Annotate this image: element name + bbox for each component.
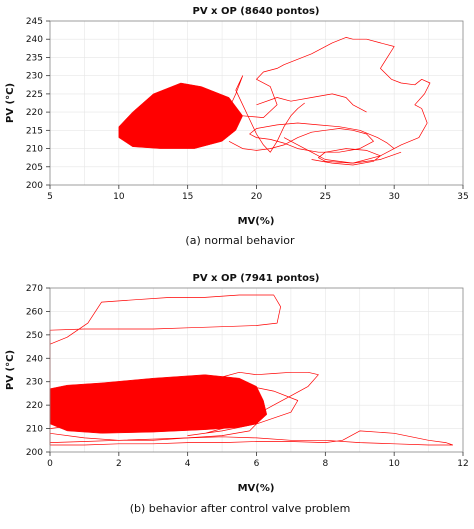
chart-a-ylabel: PV (°C) <box>5 83 16 123</box>
y-tick-label: 210 <box>26 425 43 435</box>
chart-a-ticks: 5 10 15 20 25 30 35 200 205 210 215 220 225 230 235 240… <box>26 17 469 202</box>
x-tick-label: 12 <box>457 459 468 469</box>
trajectory-trace <box>311 148 402 166</box>
y-tick-label: 220 <box>26 401 43 411</box>
y-tick-label: 225 <box>26 90 43 100</box>
x-tick-label: 30 <box>388 192 400 202</box>
trajectory-trace <box>228 122 395 153</box>
x-tick-label: 8 <box>322 459 328 469</box>
chart-b-ticks: 0 2 4 6 8 10 12 200 210 220 230 240 250 260 270 <box>26 284 469 469</box>
y-tick-label: 210 <box>26 145 43 155</box>
x-tick-label: 25 <box>320 192 331 202</box>
y-tick-label: 205 <box>26 163 43 173</box>
y-tick-label: 230 <box>26 378 43 388</box>
chart-a: 5 10 15 20 25 30 35 200 205 210 215 220 225 230 235 240… <box>5 6 469 247</box>
chart-b-traces <box>49 294 454 446</box>
y-tick-label: 215 <box>26 126 43 136</box>
chart-b: 0 2 4 6 8 10 12 200 210 220 230 240 250 260 270 PV x O… <box>5 273 469 515</box>
chart-b-caption: (b) behavior after control valve problem <box>130 502 351 515</box>
y-tick-label: 240 <box>26 35 43 45</box>
trajectory-trace <box>49 294 281 445</box>
chart-a-traces <box>201 37 431 166</box>
chart-a-title: PV x OP (8640 pontos) <box>193 6 320 17</box>
y-tick-label: 240 <box>26 354 43 364</box>
trajectory-trace <box>187 371 319 436</box>
y-tick-label: 245 <box>26 17 43 27</box>
y-tick-label: 220 <box>26 108 43 118</box>
y-tick-label: 235 <box>26 53 43 63</box>
y-tick-label: 270 <box>26 284 43 294</box>
x-tick-label: 2 <box>116 459 122 469</box>
x-tick-label: 6 <box>254 459 260 469</box>
chart-b-title: PV x OP (7941 pontos) <box>193 273 320 284</box>
x-tick-label: 4 <box>185 459 191 469</box>
y-tick-label: 200 <box>26 181 43 191</box>
chart-b-ylabel: PV (°C) <box>5 350 16 390</box>
x-tick-label: 10 <box>388 459 400 469</box>
trajectory-trace <box>201 75 305 153</box>
x-tick-label: 5 <box>47 192 53 202</box>
chart-a-grid <box>49 20 464 186</box>
y-tick-label: 200 <box>26 448 43 458</box>
chart-a-caption: (a) normal behavior <box>185 234 295 247</box>
trajectory-trace <box>49 430 454 446</box>
x-tick-label: 35 <box>457 192 468 202</box>
trajectory-trace <box>242 37 431 164</box>
chart-a-dense-region <box>118 82 243 149</box>
dense-point-cloud <box>49 374 268 434</box>
x-tick-label: 0 <box>47 459 53 469</box>
x-tick-label: 20 <box>251 192 263 202</box>
x-tick-label: 10 <box>113 192 125 202</box>
trajectory-trace <box>256 93 367 113</box>
chart-a-xlabel: MV(%) <box>238 216 275 227</box>
y-tick-label: 250 <box>26 331 43 341</box>
trajectory-trace <box>49 411 257 441</box>
y-tick-label: 230 <box>26 72 43 82</box>
chart-b-dense-region <box>49 374 268 434</box>
x-tick-label: 15 <box>182 192 193 202</box>
chart-b-xlabel: MV(%) <box>238 483 275 494</box>
y-tick-label: 260 <box>26 307 43 317</box>
dense-point-cloud <box>118 82 243 149</box>
